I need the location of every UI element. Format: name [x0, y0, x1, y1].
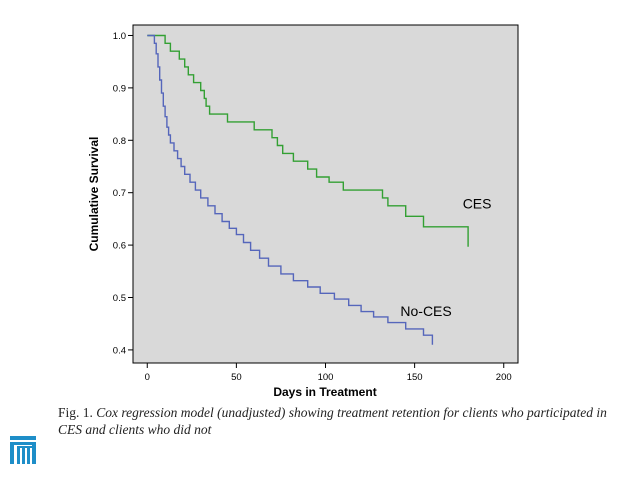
x-tick-label: 200: [496, 372, 512, 383]
x-tick-label: 150: [407, 372, 423, 383]
series-lines: CES No-CES: [147, 34, 492, 345]
y-tick-label: 0.6: [113, 241, 126, 252]
y-tick-label: 0.9: [113, 83, 126, 94]
x-axis-label: Days in Treatment: [273, 385, 376, 399]
series-line-ces: [147, 34, 469, 247]
survival-chart: CES No-CES 0.4 0.5 0.6 0.7 0.8 0.9 1.0 0 50 100 150…: [87, 24, 519, 399]
series-label-no-ces: No-CES: [400, 303, 451, 319]
axes: 0.4 0.5 0.6 0.7 0.8 0.9 1.0 0 50 100 150 200: [113, 31, 512, 383]
x-tick-label: 0: [145, 372, 150, 383]
x-tick-label: 100: [318, 372, 334, 383]
series-line-no-ces: [147, 34, 434, 345]
y-tick-label: 1.0: [113, 31, 126, 42]
plot-area: [132, 24, 519, 364]
figure-number: Fig. 1.: [58, 405, 93, 420]
building-columns-icon: [10, 436, 36, 464]
x-tick-label: 50: [231, 372, 242, 383]
figure-caption-text: Cox regression model (unadjusted) showin…: [58, 405, 607, 437]
y-axis-label: Cumulative Survival: [87, 137, 101, 252]
series-label-ces: CES: [463, 195, 492, 211]
y-tick-label: 0.7: [113, 188, 126, 199]
figure-caption: Fig. 1. Cox regression model (unadjusted…: [58, 404, 618, 438]
y-tick-label: 0.5: [113, 293, 126, 304]
y-tick-label: 0.8: [113, 136, 126, 147]
y-tick-label: 0.4: [113, 345, 126, 356]
